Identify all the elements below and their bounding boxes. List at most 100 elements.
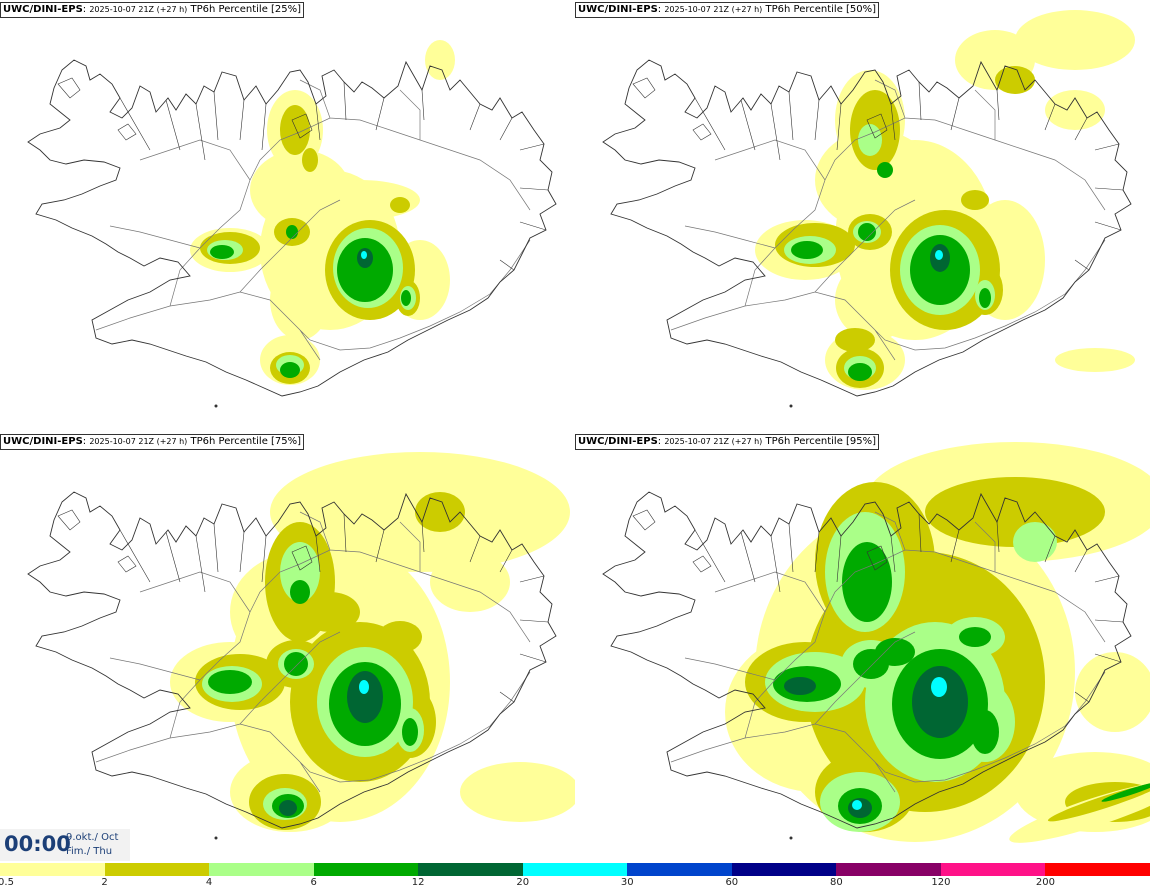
road-network xyxy=(670,79,1106,361)
precip-contour xyxy=(390,197,410,213)
precip-contour xyxy=(875,638,915,666)
precip-contour xyxy=(430,552,510,612)
fjord-lines xyxy=(119,81,549,271)
precip-contour xyxy=(784,677,816,695)
precip-contour xyxy=(361,251,367,259)
panel-title: UWC/DINI-EPS: 2025-10-07 21Z (+27 h) TP6… xyxy=(575,2,880,18)
precip-contour xyxy=(791,241,823,259)
colorbar-swatch xyxy=(627,863,732,876)
lake-outline xyxy=(291,545,313,571)
precip-contour xyxy=(270,260,330,340)
lake-outline xyxy=(692,555,712,573)
precip-contour xyxy=(337,238,393,302)
map-panel-p25: UWC/DINI-EPS: 2025-10-07 21Z (+27 h) TP6… xyxy=(0,0,575,432)
colorbar-labels: 0.5 2 4 6 12 20 30 60 80 120 200 xyxy=(0,876,1150,890)
colorbar-swatch xyxy=(209,863,314,876)
colorbar-tick-label: 2 xyxy=(101,877,108,888)
precip-contour xyxy=(1015,10,1135,70)
lake-outline xyxy=(117,555,137,573)
lake-outline xyxy=(632,77,656,99)
precip-contour xyxy=(877,162,893,178)
precip-contour xyxy=(961,190,989,210)
colorbar-swatch xyxy=(731,863,837,876)
precip-contour xyxy=(280,105,310,155)
precip-contour xyxy=(835,328,875,352)
colorbar-tick-label: 80 xyxy=(829,877,843,888)
precip-contour xyxy=(848,363,872,381)
island-westman xyxy=(789,836,793,840)
precip-contour xyxy=(935,250,943,260)
precip-contour xyxy=(402,718,418,746)
precip-contour xyxy=(1055,348,1135,372)
panel-title: UWC/DINI-EPS: 2025-10-07 21Z (+27 h) TP6… xyxy=(0,2,305,18)
precip-contour xyxy=(425,40,455,80)
precip-contour xyxy=(971,710,999,754)
colorbar-tick-label: 120 xyxy=(931,877,951,888)
iceland-coastline xyxy=(602,59,1132,397)
precip-contour xyxy=(378,621,422,653)
precip-contour xyxy=(359,680,369,694)
colorbar-swatch xyxy=(418,863,523,876)
colorbar-tick-label: 60 xyxy=(725,877,739,888)
lake-outline xyxy=(57,509,81,531)
colorbar-tick-label: 30 xyxy=(620,877,634,888)
fjord-lines xyxy=(119,513,549,703)
precip-contour xyxy=(931,677,947,697)
lake-outline xyxy=(866,113,888,139)
precip-contour xyxy=(852,800,862,810)
lake-outline xyxy=(632,509,656,531)
map-panel-p95: UWC/DINI-EPS: 2025-10-07 21Z (+27 h) TP6… xyxy=(575,432,1150,864)
island-westman xyxy=(214,404,218,408)
colorbar-tick-label: 12 xyxy=(411,877,425,888)
road-network xyxy=(95,511,531,793)
panel-title: UWC/DINI-EPS: 2025-10-07 21Z (+27 h) TP6… xyxy=(0,434,305,450)
colorbar-tick-label: 200 xyxy=(1035,877,1055,888)
precip-contour xyxy=(1101,782,1150,802)
precip-contour xyxy=(858,124,882,156)
precip-contour xyxy=(1075,652,1150,732)
colorbar-swatch xyxy=(940,863,1046,876)
valid-date: 9.okt./ Oct Fim./ Thu xyxy=(66,832,119,857)
precip-contour xyxy=(300,592,360,632)
precip-contour xyxy=(979,288,991,308)
precip-contour xyxy=(415,492,465,532)
precip-contour xyxy=(286,225,298,239)
colorbar-swatch xyxy=(313,863,419,876)
precip-contour xyxy=(1013,522,1057,562)
panel-title: UWC/DINI-EPS: 2025-10-07 21Z (+27 h) TP6… xyxy=(575,434,880,450)
precip-contour xyxy=(1045,90,1105,130)
precip-contour xyxy=(302,148,318,172)
colorbar-swatch xyxy=(0,863,105,876)
precip-contour xyxy=(290,580,310,604)
precip-map-p95 xyxy=(602,442,1150,843)
precip-contour xyxy=(858,223,876,241)
lake-outline xyxy=(692,123,712,141)
lake-outline xyxy=(291,113,313,139)
valid-time-box: 00:00 9.okt./ Oct Fim./ Thu xyxy=(0,829,130,861)
precip-contour xyxy=(279,800,297,816)
island-westman xyxy=(214,836,218,840)
precip-contour xyxy=(347,671,383,723)
iceland-coastline xyxy=(27,59,557,397)
precip-contour xyxy=(460,762,575,822)
map-panel-p75: UWC/DINI-EPS: 2025-10-07 21Z (+27 h) TP6… xyxy=(0,432,575,864)
precip-contour xyxy=(284,652,308,676)
colorbar-swatch xyxy=(1045,863,1150,876)
precip-contour xyxy=(842,542,892,622)
precip-contour xyxy=(208,670,252,694)
road-network xyxy=(95,79,531,361)
precip-contour xyxy=(210,245,234,259)
lake-outline xyxy=(866,545,888,571)
fjord-lines xyxy=(694,513,1124,703)
island-westman xyxy=(789,404,793,408)
colorbar-swatch xyxy=(836,863,941,876)
precip-contour xyxy=(995,66,1035,94)
precip-contour xyxy=(300,180,420,220)
road-network xyxy=(670,511,1106,793)
precip-map-p75 xyxy=(27,452,575,840)
colorbar-tick-label: 6 xyxy=(310,877,317,888)
colorbar-tick-label: 0.5 xyxy=(0,877,14,888)
colorbar-tick-label: 4 xyxy=(205,877,213,888)
lake-outline xyxy=(57,77,81,99)
iceland-coastline xyxy=(27,491,557,829)
